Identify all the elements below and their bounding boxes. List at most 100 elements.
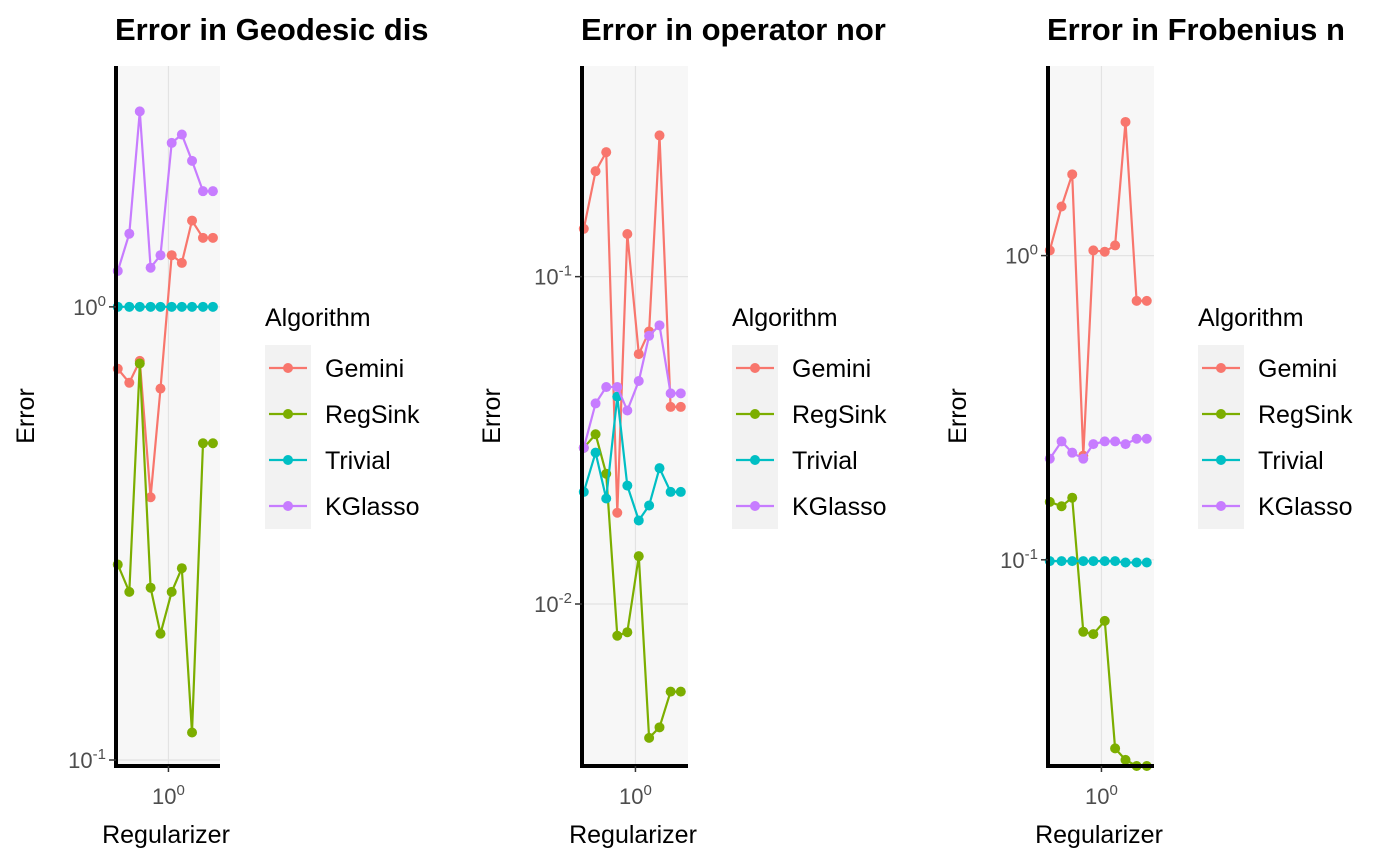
data-point-trivial bbox=[1141, 557, 1152, 568]
series-line-kglasso bbox=[116, 111, 213, 272]
data-point-gemini bbox=[612, 507, 623, 518]
data-point-kglasso bbox=[654, 320, 665, 331]
data-point-regsink bbox=[612, 630, 623, 641]
data-point-kglasso bbox=[665, 388, 676, 399]
data-point-kglasso bbox=[1099, 436, 1110, 447]
series-line-gemini bbox=[116, 217, 213, 498]
legend-entry-regsink: RegSink bbox=[325, 401, 420, 429]
legend-entry-gemini: Gemini bbox=[325, 355, 404, 383]
data-point-gemini bbox=[1088, 245, 1099, 256]
data-point-kglasso bbox=[1078, 453, 1089, 464]
data-point-regsink bbox=[166, 586, 177, 597]
x-axis-title: Regularizer bbox=[569, 821, 697, 849]
data-point-trivial bbox=[1099, 556, 1110, 567]
data-point-gemini bbox=[166, 250, 177, 261]
data-point-trivial bbox=[675, 486, 686, 497]
legend-entry-trivial: Trivial bbox=[1258, 447, 1324, 475]
data-point-kglasso bbox=[601, 382, 612, 393]
data-point-trivial bbox=[644, 500, 655, 511]
legend-key-point bbox=[1216, 409, 1226, 419]
operator-norm-error-chart: 100 10-2 10-1 Error in operator nor Regulari… bbox=[478, 12, 887, 849]
data-point-kglasso bbox=[197, 186, 208, 197]
data-point-trivial bbox=[665, 486, 676, 497]
data-point-regsink bbox=[675, 686, 686, 697]
legend-key-point bbox=[1216, 455, 1226, 465]
data-point-regsink bbox=[1088, 629, 1099, 640]
data-point-gemini bbox=[590, 166, 601, 177]
legend-key-point bbox=[1216, 363, 1226, 373]
data-point-trivial bbox=[124, 301, 135, 312]
y-axis-title: Error bbox=[12, 388, 40, 444]
data-point-kglasso bbox=[155, 250, 166, 261]
legend: Algorithm Gemini RegSink Trivial KGlasso bbox=[732, 304, 887, 529]
data-point-gemini bbox=[176, 257, 187, 268]
legend-key-point bbox=[283, 409, 293, 419]
data-point-gemini bbox=[665, 401, 676, 412]
y-tick-label: 100 bbox=[1005, 242, 1038, 269]
legend-entry-gemini: Gemini bbox=[792, 355, 871, 383]
data-point-gemini bbox=[601, 147, 612, 158]
data-point-kglasso bbox=[187, 155, 198, 166]
data-point-gemini bbox=[145, 492, 156, 503]
legend-entry-regsink: RegSink bbox=[792, 401, 887, 429]
data-point-kglasso bbox=[633, 375, 644, 386]
y-tick-label: 10-1 bbox=[1000, 546, 1038, 573]
data-point-regsink bbox=[665, 686, 676, 697]
series-line-trivial bbox=[1049, 559, 1147, 564]
legend-key-point bbox=[1216, 501, 1226, 511]
legend: Algorithm Gemini RegSink Trivial KGlasso bbox=[265, 304, 420, 529]
data-point-trivial bbox=[590, 447, 601, 458]
data-point-trivial bbox=[654, 463, 665, 474]
data-point-gemini bbox=[1056, 201, 1067, 212]
data-point-gemini bbox=[1131, 295, 1142, 306]
data-point-regsink bbox=[644, 732, 655, 743]
data-point-gemini bbox=[675, 401, 686, 412]
series-line-trivial bbox=[582, 396, 681, 523]
data-point-kglasso bbox=[166, 137, 177, 148]
data-point-kglasso bbox=[590, 398, 601, 409]
x-tick-label: 100 bbox=[152, 782, 185, 809]
data-point-trivial bbox=[1131, 557, 1142, 568]
data-point-trivial bbox=[134, 301, 145, 312]
data-point-trivial bbox=[207, 301, 218, 312]
data-point-kglasso bbox=[1131, 433, 1142, 444]
data-point-regsink bbox=[1067, 492, 1078, 503]
data-point-regsink bbox=[1078, 626, 1089, 637]
series-line-gemini bbox=[582, 135, 681, 513]
data-point-trivial bbox=[145, 301, 156, 312]
legend-key-point bbox=[283, 363, 293, 373]
data-point-kglasso bbox=[622, 405, 633, 416]
y-tick-label: 100 bbox=[73, 293, 106, 320]
data-point-kglasso bbox=[1141, 433, 1152, 444]
legend-entry-regsink: RegSink bbox=[1258, 401, 1353, 429]
data-point-regsink bbox=[654, 722, 665, 733]
legend-entry-kglasso: KGlasso bbox=[1258, 493, 1352, 521]
y-tick-label: 10-1 bbox=[534, 263, 572, 290]
data-point-regsink bbox=[155, 628, 166, 639]
data-point-kglasso bbox=[1110, 436, 1121, 447]
data-point-trivial bbox=[197, 301, 208, 312]
series-line-gemini bbox=[1048, 121, 1147, 456]
y-tick-label: 10-2 bbox=[534, 590, 572, 617]
data-point-kglasso bbox=[134, 106, 145, 117]
data-point-regsink bbox=[176, 563, 187, 574]
chart-title: Error in Frobenius n bbox=[1047, 12, 1345, 47]
data-point-gemini bbox=[207, 232, 218, 243]
legend-entry-trivial: Trivial bbox=[792, 447, 858, 475]
data-point-regsink bbox=[622, 627, 633, 638]
x-tick-label: 100 bbox=[619, 782, 652, 809]
legend-key-point bbox=[750, 363, 760, 373]
data-point-gemini bbox=[633, 349, 644, 360]
legend-key-point bbox=[750, 409, 760, 419]
legend-entry-kglasso: KGlasso bbox=[325, 493, 419, 521]
series-line-kglasso bbox=[1048, 437, 1147, 461]
chart-title: Error in Geodesic dis bbox=[115, 12, 429, 47]
data-point-trivial bbox=[1120, 557, 1131, 568]
legend-key-point bbox=[283, 501, 293, 511]
data-point-kglasso bbox=[124, 228, 135, 239]
legend-key-point bbox=[750, 455, 760, 465]
legend-title: Algorithm bbox=[1198, 304, 1304, 332]
data-point-trivial bbox=[1067, 556, 1078, 567]
data-point-regsink bbox=[134, 358, 145, 369]
data-point-kglasso bbox=[1120, 439, 1131, 450]
